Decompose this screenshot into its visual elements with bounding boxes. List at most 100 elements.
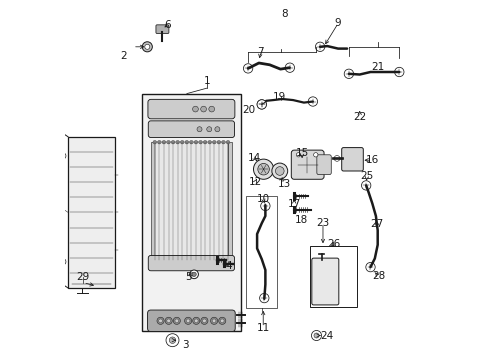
Circle shape [194,319,198,323]
Circle shape [173,317,180,324]
Circle shape [313,333,318,338]
Circle shape [210,317,217,324]
Circle shape [221,140,225,144]
Circle shape [220,319,224,323]
Bar [68,137,115,288]
Circle shape [201,317,207,324]
Text: 26: 26 [326,239,340,249]
Text: 29: 29 [77,272,90,282]
Bar [227,142,231,260]
Circle shape [144,44,149,49]
Text: 8: 8 [280,9,287,19]
Circle shape [365,262,374,272]
Circle shape [162,140,165,144]
Circle shape [218,317,225,324]
Text: 15: 15 [295,148,308,158]
Circle shape [296,153,300,157]
Bar [309,246,356,307]
Circle shape [176,140,179,144]
Circle shape [186,319,189,323]
Text: 28: 28 [371,271,384,282]
Circle shape [257,100,266,109]
Bar [246,196,276,308]
Circle shape [189,270,198,279]
Text: 19: 19 [273,92,286,102]
Circle shape [171,140,175,144]
Circle shape [285,63,294,72]
Circle shape [202,319,206,323]
Circle shape [166,319,170,323]
Text: 23: 23 [316,218,329,228]
FancyBboxPatch shape [156,25,168,33]
Circle shape [189,140,193,144]
Circle shape [60,258,66,265]
Bar [142,94,241,331]
FancyBboxPatch shape [148,99,234,119]
Text: 27: 27 [369,219,383,229]
Text: 22: 22 [352,112,366,122]
Circle shape [206,127,211,132]
Circle shape [257,100,266,109]
Circle shape [207,140,211,144]
Circle shape [192,317,200,324]
Circle shape [208,106,214,112]
Circle shape [275,167,284,175]
Circle shape [184,317,191,324]
FancyBboxPatch shape [311,258,338,305]
Circle shape [212,140,216,144]
Circle shape [194,140,197,144]
Text: 25: 25 [360,171,373,181]
Circle shape [307,97,317,106]
Text: 9: 9 [334,18,341,28]
Text: 13: 13 [278,179,291,189]
Circle shape [157,317,164,324]
FancyBboxPatch shape [341,148,363,171]
Circle shape [192,106,198,112]
Circle shape [313,153,317,157]
Circle shape [271,163,287,179]
Text: 10: 10 [256,194,269,204]
Text: 21: 21 [370,62,384,72]
FancyBboxPatch shape [148,121,234,138]
Text: 20: 20 [242,105,255,115]
Circle shape [184,140,188,144]
Text: 3: 3 [182,340,188,350]
Circle shape [180,140,183,144]
Circle shape [212,319,216,323]
Text: 6: 6 [163,20,170,30]
Circle shape [198,140,202,144]
Text: 16: 16 [365,155,378,165]
Circle shape [253,159,273,179]
Circle shape [243,64,252,73]
Circle shape [166,140,170,144]
Circle shape [165,317,172,324]
Text: 4: 4 [224,261,231,271]
FancyBboxPatch shape [316,155,330,175]
Text: 2: 2 [121,51,127,61]
FancyBboxPatch shape [147,310,235,332]
Text: 5: 5 [185,272,192,282]
Circle shape [157,140,161,144]
Circle shape [153,140,156,144]
Circle shape [197,127,202,132]
Bar [155,142,227,260]
Circle shape [311,330,321,341]
Text: 1: 1 [203,76,209,86]
Text: 12: 12 [248,177,262,187]
Circle shape [260,201,269,211]
Circle shape [169,337,175,343]
Circle shape [200,106,206,112]
Circle shape [315,42,324,51]
Circle shape [257,163,269,175]
Circle shape [203,140,206,144]
Circle shape [361,181,370,190]
Circle shape [217,140,220,144]
Text: 18: 18 [294,215,307,225]
Circle shape [60,153,66,159]
Circle shape [226,140,229,144]
Text: 24: 24 [320,330,333,341]
Circle shape [333,156,339,161]
Circle shape [166,334,179,347]
FancyBboxPatch shape [148,256,234,271]
Circle shape [259,293,268,303]
